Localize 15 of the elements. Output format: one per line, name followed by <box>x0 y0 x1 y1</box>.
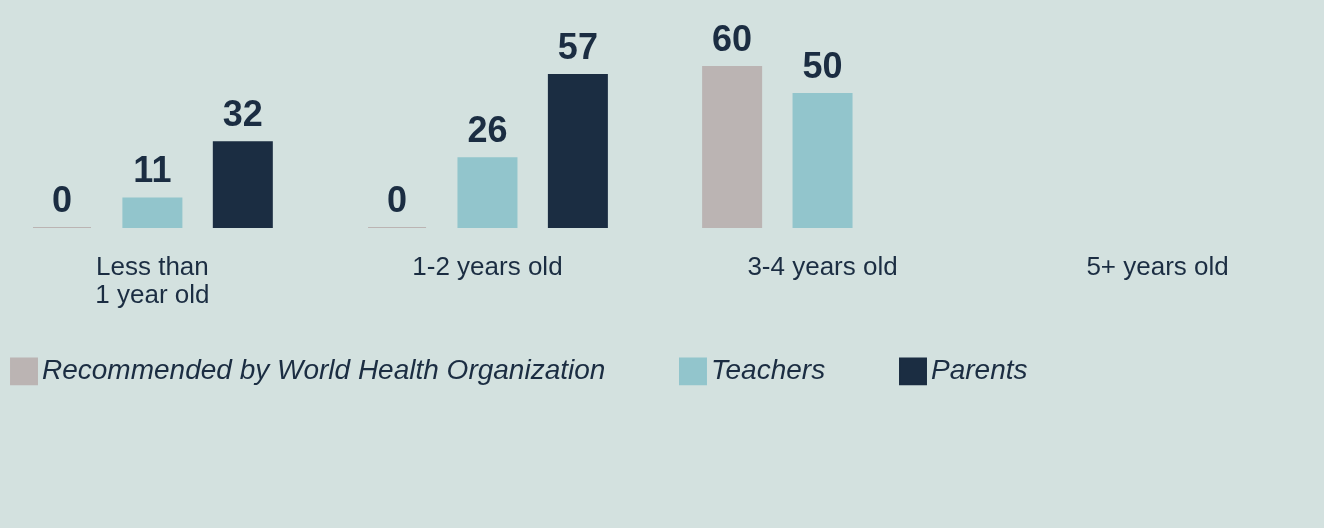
data-label: 60 <box>712 18 753 60</box>
data-label: 57 <box>557 26 598 68</box>
legend-label: Teachers <box>711 354 826 386</box>
data-label: 0 <box>51 179 72 220</box>
x-tick-label: 5+ years old <box>1086 250 1229 281</box>
legend-label: Recommended by World Health Organization <box>42 354 606 386</box>
data-label: 50 <box>802 44 843 86</box>
data-label: 32 <box>222 93 263 135</box>
x-tick-label: Less than 1 year old <box>95 250 210 309</box>
data-label: 26 <box>467 109 508 151</box>
x-tick-label: 3-4 years old <box>747 250 898 281</box>
data-label: 11 <box>133 149 172 191</box>
data-label: 0 <box>387 179 408 220</box>
x-tick-label: 1-2 years old <box>412 250 563 281</box>
legend-label: Parents <box>931 354 1028 386</box>
